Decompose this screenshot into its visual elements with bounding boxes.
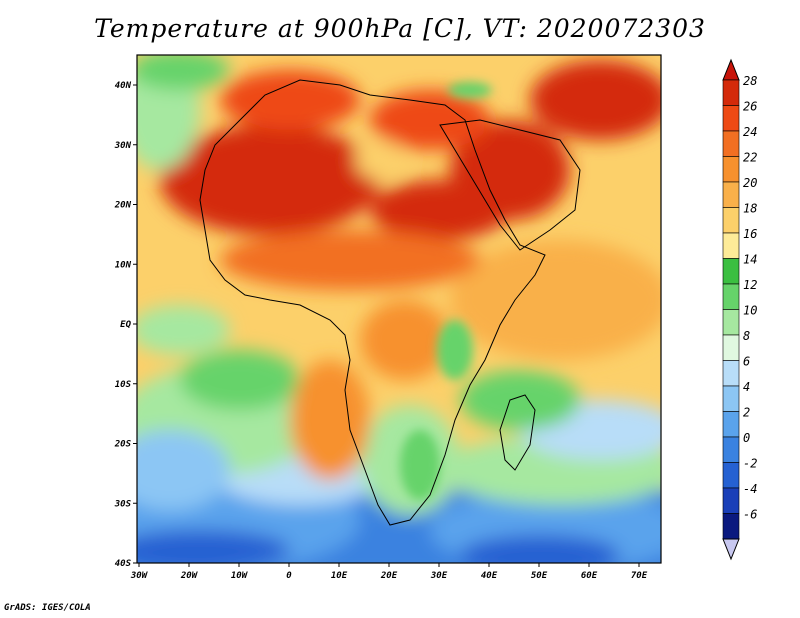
colorbar-swatch	[722, 207, 740, 234]
coastlines	[199, 79, 581, 526]
lon-tick-label: 30E	[430, 571, 448, 581]
lat-tick-label: 30N	[114, 141, 132, 151]
colorbar-swatch	[722, 105, 740, 132]
colorbar-swatch	[722, 283, 740, 310]
colorbar-swatch	[722, 181, 740, 208]
lat-tick-label: 20S	[114, 440, 132, 450]
colorbar-label: 28	[743, 74, 757, 88]
colorbar-label: -2	[743, 457, 757, 471]
colorbar-label: 18	[743, 202, 757, 216]
lat-tick-label: 30S	[114, 499, 132, 509]
lat-tick-label: EQ	[120, 320, 131, 330]
axis-ticks: 30W 20W 10W 0 10E 20E 30E 40E 50E 60E 70E 40N 30N 20N…	[114, 81, 648, 581]
colorbar-swatch	[722, 385, 740, 412]
colorbar-swatch	[722, 334, 740, 361]
lat-tick-label: 10S	[115, 380, 132, 390]
colorbar-label: 14	[743, 253, 757, 267]
colorbar-low-arrow	[722, 538, 740, 561]
lon-tick-label: 30W	[130, 571, 149, 581]
colorbar-label: 16	[743, 227, 757, 241]
colorbar-label: 20	[743, 176, 757, 190]
colorbar-swatch	[722, 232, 740, 259]
lon-tick-label: 50E	[531, 571, 548, 581]
colorbar-swatch	[722, 360, 740, 387]
colorbar-swatch	[722, 462, 740, 489]
chart-title: Temperature at 900hPa [C], VT: 202007230…	[94, 14, 706, 43]
colorbar-label: 10	[743, 304, 757, 318]
lat-tick-label: 40S	[115, 559, 132, 569]
lon-tick-label: 0	[286, 571, 292, 581]
colorbar-high-arrow	[722, 58, 740, 81]
colorbar-label: 0	[743, 431, 750, 445]
colorbar-swatch	[722, 156, 740, 183]
colorbar-label: 8	[743, 329, 750, 343]
colorbar-label: 6	[743, 355, 750, 369]
lon-tick-label: 20E	[380, 571, 398, 581]
colorbar-label: 2	[743, 406, 750, 420]
lon-tick-label: 70E	[631, 571, 648, 581]
lon-tick-label: 60E	[581, 571, 598, 581]
colorbar-label: -4	[743, 482, 757, 496]
lon-tick-label: 20W	[180, 571, 199, 581]
temperature-field	[137, 55, 661, 563]
colorbar-label: 26	[743, 100, 757, 114]
footer-credit: GrADS: IGES/COLA	[4, 603, 91, 613]
lon-tick-label: 40E	[481, 571, 498, 581]
colorbar-swatch	[722, 487, 740, 514]
colorbar-swatch	[722, 130, 740, 157]
lat-tick-label: 40N	[115, 81, 132, 91]
colorbar-label: 22	[743, 151, 757, 165]
colorbar-label: 4	[743, 380, 750, 394]
colorbar-swatch	[722, 79, 740, 106]
colorbar-swatch	[722, 436, 740, 463]
colorbar-swatch	[722, 258, 740, 285]
colorbar-swatch	[722, 309, 740, 336]
colorbar-swatch	[722, 411, 740, 438]
lon-tick-label: 10E	[331, 571, 348, 581]
colorbar-label: -6	[743, 508, 757, 522]
lat-tick-label: 20N	[114, 201, 132, 211]
colorbar-swatch	[722, 513, 740, 540]
colorbar-label: 12	[743, 278, 757, 292]
map-frame	[136, 54, 662, 564]
lat-tick-label: 10N	[115, 260, 132, 270]
lon-tick-label: 10W	[231, 571, 249, 581]
colorbar-label: 24	[743, 125, 757, 139]
